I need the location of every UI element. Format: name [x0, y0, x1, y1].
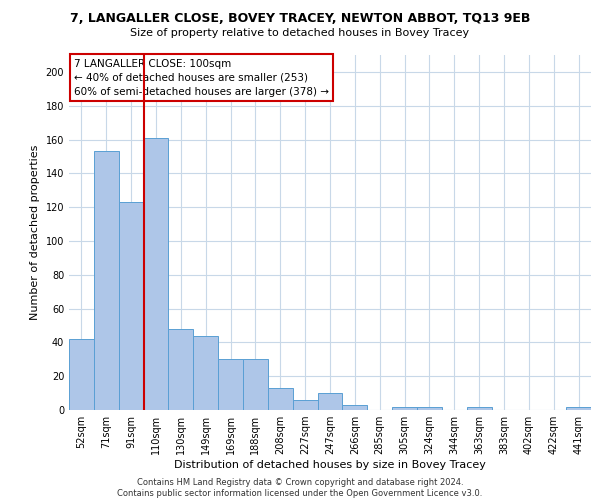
Bar [69, 339, 94, 410]
Text: 7, LANGALLER CLOSE, BOVEY TRACEY, NEWTON ABBOT, TQ13 9EB: 7, LANGALLER CLOSE, BOVEY TRACEY, NEWTON… [70, 12, 530, 26]
Text: Contains HM Land Registry data © Crown copyright and database right 2024.
Contai: Contains HM Land Registry data © Crown c… [118, 478, 482, 498]
Bar [218, 360, 243, 410]
Bar [243, 360, 268, 410]
Bar [94, 152, 119, 410]
Bar [343, 405, 367, 410]
Bar [293, 400, 317, 410]
Bar [268, 388, 293, 410]
Y-axis label: Number of detached properties: Number of detached properties [30, 145, 40, 320]
Bar [392, 406, 417, 410]
Bar [317, 393, 343, 410]
Bar [193, 336, 218, 410]
Text: Size of property relative to detached houses in Bovey Tracey: Size of property relative to detached ho… [130, 28, 470, 38]
Bar [566, 406, 591, 410]
X-axis label: Distribution of detached houses by size in Bovey Tracey: Distribution of detached houses by size … [174, 460, 486, 470]
Text: 7 LANGALLER CLOSE: 100sqm
← 40% of detached houses are smaller (253)
60% of semi: 7 LANGALLER CLOSE: 100sqm ← 40% of detac… [74, 58, 329, 96]
Bar [143, 138, 169, 410]
Bar [169, 329, 193, 410]
Bar [467, 406, 491, 410]
Bar [417, 406, 442, 410]
Bar [119, 202, 143, 410]
